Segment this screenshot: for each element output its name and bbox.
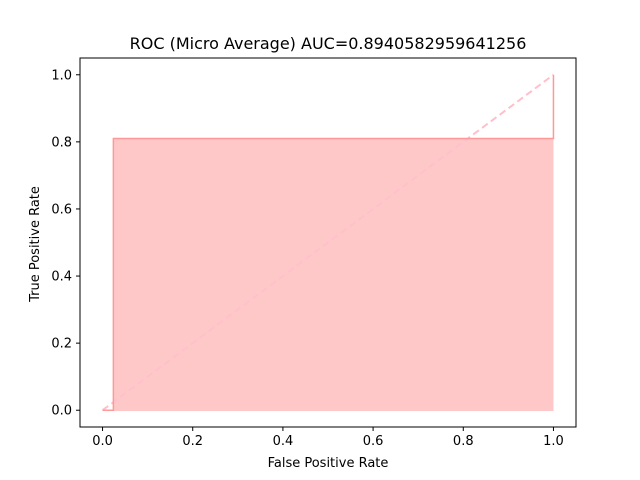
x-tick-label: 0.0 bbox=[92, 434, 113, 449]
chart-title: ROC (Micro Average) AUC=0.89405829596412… bbox=[130, 34, 527, 53]
x-axis-label: False Positive Rate bbox=[268, 456, 389, 471]
y-tick-label: 0.8 bbox=[51, 135, 72, 150]
y-tick-label: 0.6 bbox=[51, 202, 72, 217]
y-tick-label: 1.0 bbox=[51, 68, 72, 83]
y-tick-label: 0.4 bbox=[51, 270, 72, 285]
x-tick-label: 0.2 bbox=[182, 434, 203, 449]
x-tick-label: 0.4 bbox=[273, 434, 294, 449]
axes-frame bbox=[79, 57, 577, 428]
y-axis: 0.0 0.2 0.4 0.6 0.8 1.0 bbox=[51, 68, 80, 419]
x-tick-label: 1.0 bbox=[543, 434, 564, 449]
roc-curve-line bbox=[102, 74, 555, 411]
chance-diagonal-line bbox=[101, 73, 555, 412]
y-tick-label: 0.0 bbox=[51, 404, 72, 419]
x-tick-label: 0.6 bbox=[363, 434, 384, 449]
y-axis-label: True Positive Rate bbox=[28, 186, 43, 303]
y-tick-label: 0.2 bbox=[51, 337, 72, 352]
x-tick-label: 0.8 bbox=[453, 434, 474, 449]
x-axis: 0.0 0.2 0.4 0.6 0.8 1.0 bbox=[92, 427, 564, 449]
plot-area bbox=[101, 73, 555, 412]
